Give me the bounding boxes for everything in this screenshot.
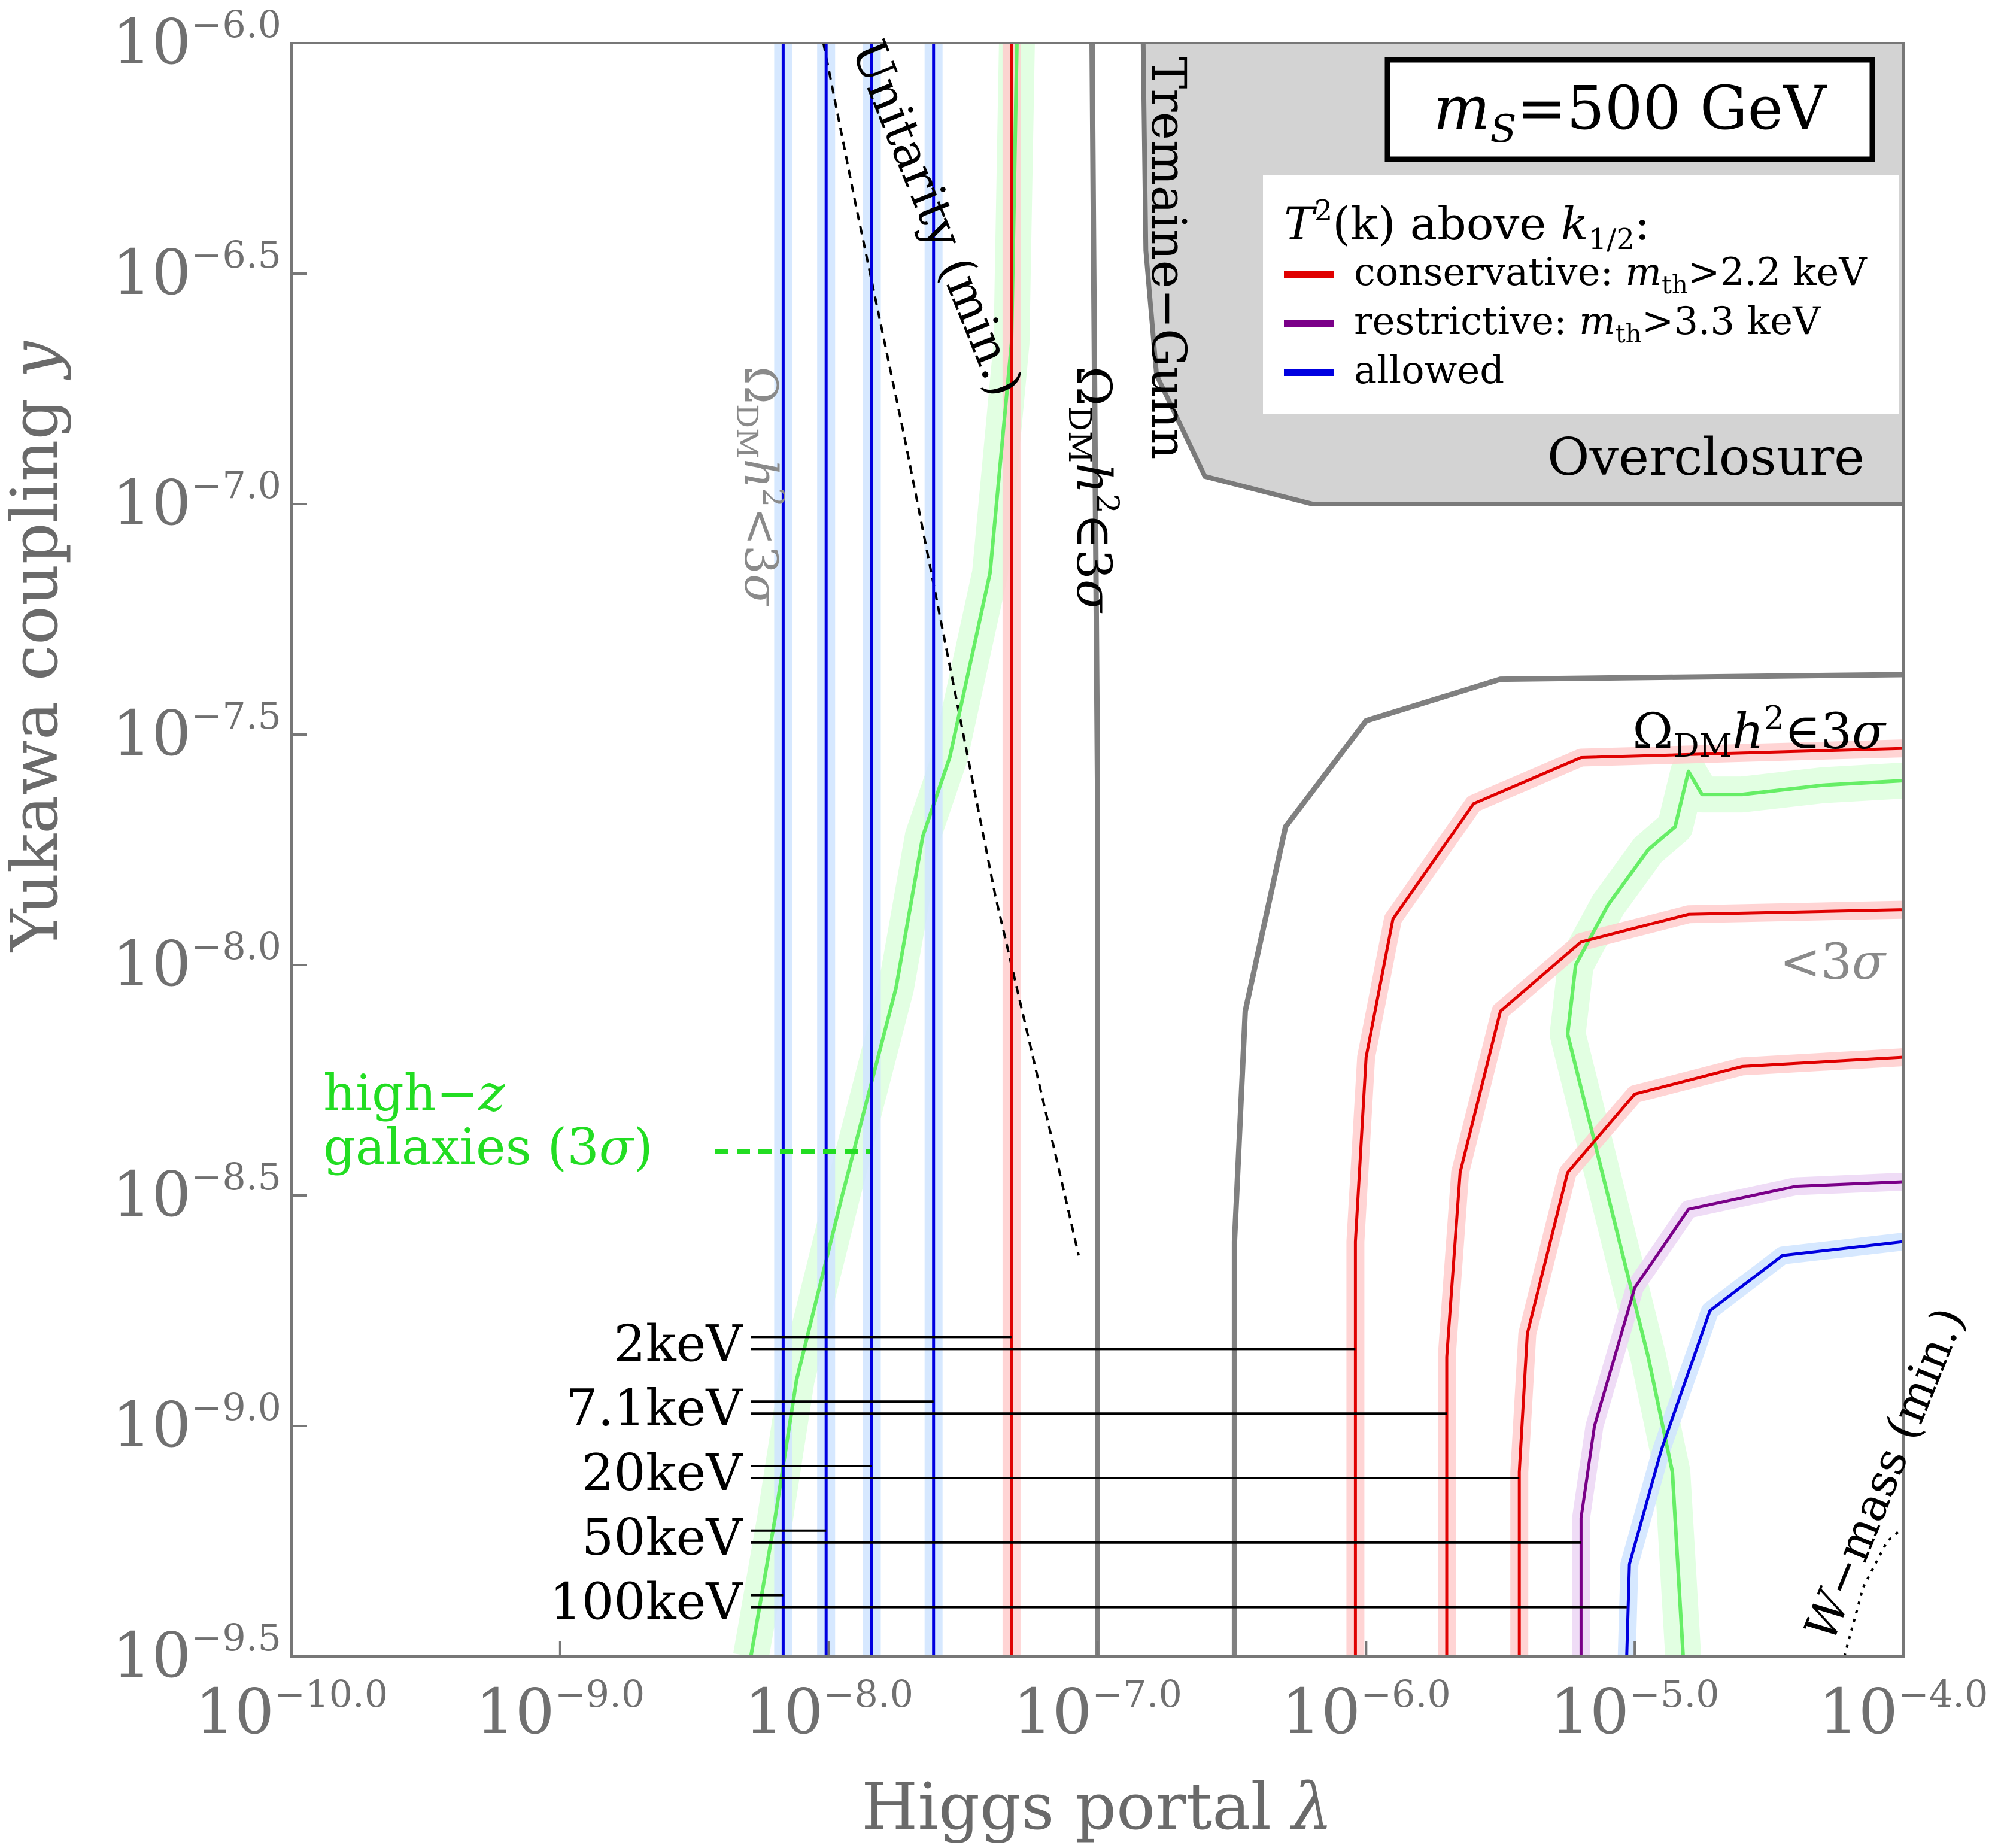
high-z-galaxies-3-sigma-right-line <box>1566 769 1903 1656</box>
corner-7-1kev-line <box>1445 908 1903 1656</box>
overclosure-label: Overclosure <box>1547 427 1865 487</box>
x-tick-label: 10−6.0 <box>1282 1672 1451 1748</box>
mass-connector-lines <box>751 1336 1627 1609</box>
y-tick-label: 10−6.5 <box>112 233 281 309</box>
high-z-label-line1: high−z <box>323 1064 505 1122</box>
corner-2kev-line <box>1353 747 1903 1656</box>
overclosure-boundary <box>1140 43 1903 506</box>
legend-entry-allowed: allowed <box>1354 348 1504 393</box>
legend-title: T2(k) above k1/2: <box>1284 194 1650 256</box>
tremaine-gunn-line <box>1089 43 1100 1656</box>
mass-label-50kev: 50keV <box>582 1508 743 1567</box>
high-z-label-line2: galaxies (3σ) <box>323 1118 653 1176</box>
x-tick-label: 10−5.0 <box>1550 1672 1720 1748</box>
x-tick-label: 10−4.0 <box>1819 1672 1988 1748</box>
legend: T2(k) above k1/2: conservative: mth>2.2 … <box>1263 175 1899 414</box>
legend-box <box>1263 175 1899 414</box>
corner-50kev-line <box>1579 1180 1903 1656</box>
mass-label-100kev: 100keV <box>549 1573 743 1631</box>
corner-100kev-line <box>1625 1240 1903 1656</box>
mass-labels: 2keV 7.1keV 20keV 50keV 100keV <box>549 1314 743 1631</box>
x-tick-label: 10−8.0 <box>744 1672 913 1748</box>
x-axis-label: Higgs portal λ <box>861 1770 1333 1844</box>
corner-20kev-line <box>1517 1055 1903 1656</box>
omega-lt-3sigma-vertical-label: ΩDMh2<3σ <box>730 366 791 606</box>
w-mass-label: W−mass (min.) <box>1793 1300 1975 1647</box>
x-tick-label: 10−9.0 <box>475 1672 645 1748</box>
y-tick-label: 10−9.0 <box>112 1385 281 1461</box>
x-tick-label: 10−10.0 <box>195 1672 388 1748</box>
chart-title: mS=500 GeV <box>1434 73 1827 151</box>
mass-label-7-1kev: 7.1keV <box>566 1379 743 1437</box>
omega-dm-h2-in-3sigma-right-line <box>1231 672 1903 1656</box>
y-tick-label: 10−9.5 <box>112 1616 281 1692</box>
y-tick-label: 10−8.0 <box>112 924 281 1000</box>
y-tick-label: 10−7.5 <box>112 694 281 770</box>
mass-label-2kev: 2keV <box>614 1314 743 1373</box>
omega-in-3sigma-vertical-label: ΩDMh2∈3σ <box>1061 366 1125 614</box>
y-axis-label: Yukawa coupling y <box>0 340 72 953</box>
axis-ticks: 10−10.0 10−9.0 10−8.0 10−7.0 10−6.0 10−5.0 10−… <box>112 2 1988 1748</box>
series-lines <box>749 43 1903 1656</box>
mass-label-20kev: 20keV <box>582 1443 743 1502</box>
tremaine-gunn-label: Tremaine−Gunn <box>1141 57 1197 459</box>
y-tick-label: 10−6.0 <box>112 2 281 78</box>
y-tick-label: 10−8.5 <box>112 1155 281 1231</box>
y-tick-label: 10−7.0 <box>112 463 281 539</box>
title-box <box>1384 57 1875 162</box>
high-z-galaxies-3-sigma-line <box>749 43 1019 1656</box>
legend-entry-conservative: conservative: mth>2.2 keV <box>1354 250 1868 299</box>
lt-3sigma-label: <3σ <box>1780 934 1887 991</box>
omega-in-3sigma-right-label: ΩDMh2∈3σ <box>1632 699 1887 764</box>
unitarity-min-line <box>822 43 1080 1256</box>
legend-entry-restrictive: restrictive: mth>3.3 keV <box>1354 299 1821 348</box>
x-tick-label: 10−7.0 <box>1013 1672 1182 1748</box>
